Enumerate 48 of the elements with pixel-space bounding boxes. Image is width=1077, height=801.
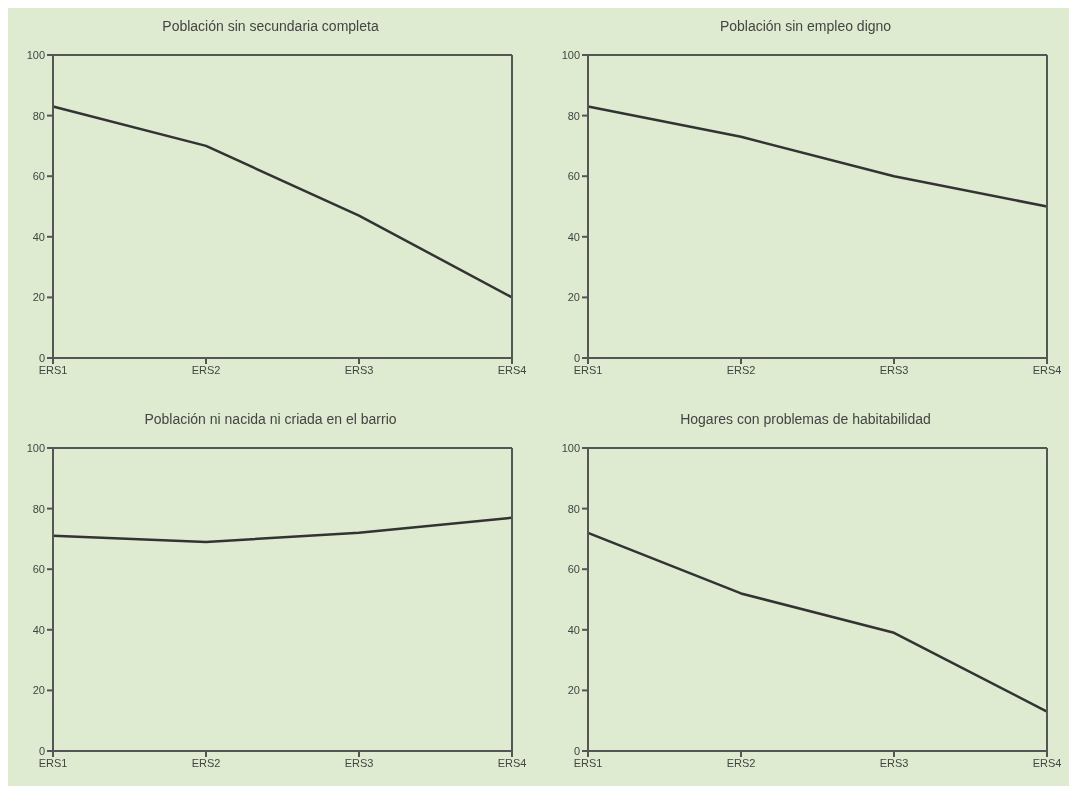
x-tick-label: ERS4: [497, 363, 527, 376]
chart-title: Población ni nacida ni criada en el barrio: [143, 410, 398, 429]
y-tick-label: 80: [567, 502, 580, 515]
x-tick-label: ERS1: [573, 363, 603, 376]
x-tick-label: ERS2: [191, 756, 221, 769]
y-tick-label: 100: [26, 441, 45, 454]
x-tick-label: ERS3: [879, 363, 909, 376]
y-tick-label: 80: [567, 109, 580, 122]
y-tick-label: 100: [561, 441, 580, 454]
x-tick-label: ERS2: [726, 363, 756, 376]
y-tick-label: 80: [32, 502, 45, 515]
y-tick-label: 20: [567, 684, 580, 697]
x-tick-label: ERS3: [344, 756, 374, 769]
y-tick-label: 20: [32, 291, 45, 304]
x-tick-label: ERS2: [191, 363, 221, 376]
x-tick-label: ERS4: [1032, 363, 1062, 376]
y-tick-label: 100: [561, 48, 580, 61]
y-tick-label: 40: [32, 623, 45, 636]
y-tick-label: 0: [38, 351, 45, 364]
line-series: [586, 105, 1049, 208]
x-tick-label: ERS4: [497, 756, 527, 769]
line-series: [51, 105, 514, 299]
y-tick-label: 20: [32, 684, 45, 697]
line-series: [51, 516, 514, 544]
line-series: [586, 531, 1049, 713]
y-tick-label: 60: [567, 170, 580, 183]
y-tick-label: 0: [573, 744, 580, 757]
x-tick-label: ERS3: [879, 756, 909, 769]
y-tick-label: 40: [567, 230, 580, 243]
x-tick-label: ERS3: [344, 363, 374, 376]
y-tick-label: 0: [573, 351, 580, 364]
chart-title: Hogares con problemas de habitabilidad: [679, 410, 932, 429]
chart-title: Población sin secundaria completa: [161, 17, 380, 36]
y-tick-label: 20: [567, 291, 580, 304]
x-tick-label: ERS2: [726, 756, 756, 769]
x-tick-label: ERS1: [38, 363, 68, 376]
x-tick-label: ERS1: [38, 756, 68, 769]
y-tick-label: 0: [38, 744, 45, 757]
y-tick-label: 60: [567, 563, 580, 576]
y-tick-label: 40: [32, 230, 45, 243]
chart-title: Población sin empleo digno: [718, 17, 893, 36]
y-tick-label: 60: [32, 170, 45, 183]
y-tick-label: 60: [32, 563, 45, 576]
y-tick-label: 80: [32, 109, 45, 122]
y-tick-label: 100: [26, 48, 45, 61]
x-tick-label: ERS4: [1032, 756, 1062, 769]
y-tick-label: 40: [567, 623, 580, 636]
x-tick-label: ERS1: [573, 756, 603, 769]
